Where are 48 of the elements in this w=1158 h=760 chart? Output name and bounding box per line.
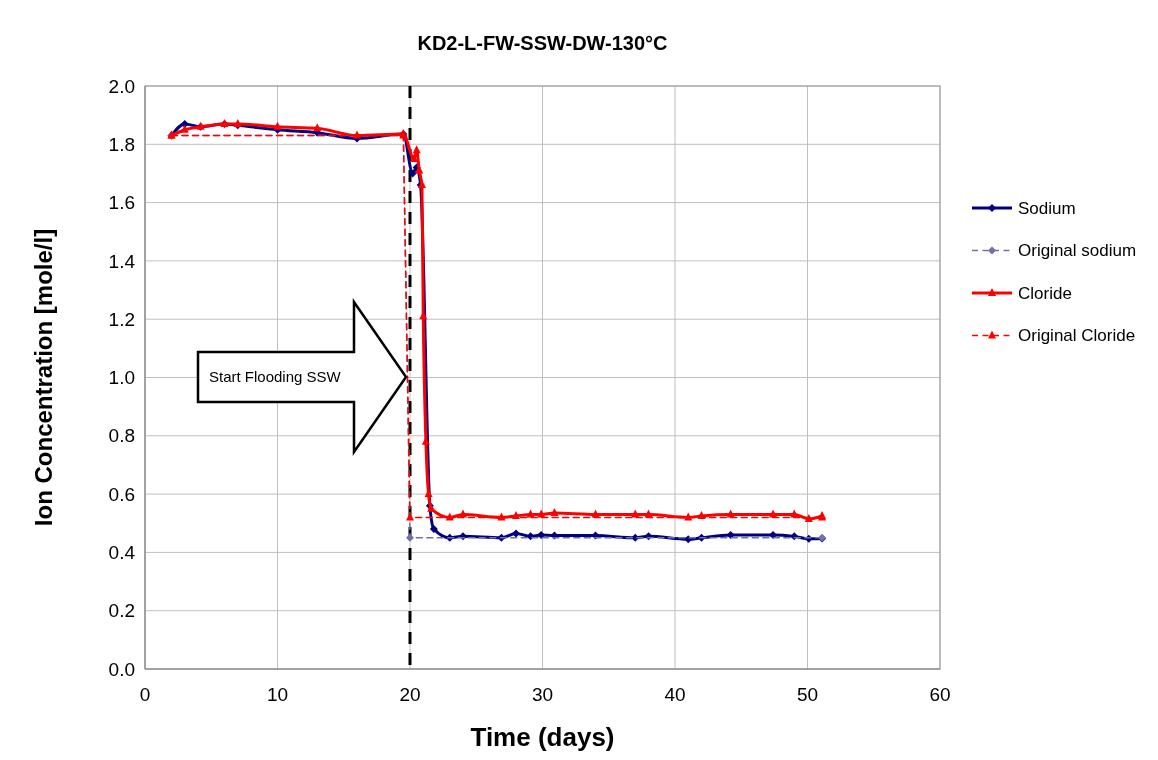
y-tick-label: 1.2 xyxy=(108,308,135,330)
annotation: Start Flooding SSW xyxy=(209,368,342,386)
point xyxy=(726,530,735,539)
y-tick-label: 1.6 xyxy=(108,192,135,214)
y-tick-label: 1.8 xyxy=(108,133,135,155)
legend-label: Original sodium xyxy=(1018,241,1137,261)
point xyxy=(512,529,520,538)
y-axis-title: Ion Concentration [mole/l] xyxy=(30,228,57,527)
point xyxy=(429,525,438,534)
chart-title: KD2-L-FW-SSW-DW-130°C xyxy=(417,32,668,54)
point xyxy=(644,509,653,518)
point xyxy=(537,509,546,518)
legend-label: Sodium xyxy=(1018,198,1076,218)
x-tick-label: 30 xyxy=(531,684,554,705)
y-tick-label: 0.4 xyxy=(108,542,136,564)
point xyxy=(550,508,559,517)
point xyxy=(790,509,799,518)
y-tick-label: 0.6 xyxy=(108,483,135,505)
x-tick-label: 40 xyxy=(664,684,686,705)
point xyxy=(273,121,282,130)
y-tick-label: 0.8 xyxy=(108,425,135,447)
x-axis-title: Time (days) xyxy=(470,722,615,752)
x-tick-label: 0 xyxy=(139,684,151,705)
point xyxy=(406,533,414,542)
x-tick-label: 10 xyxy=(266,684,289,705)
point xyxy=(406,512,414,521)
legend-label: Cloride xyxy=(1018,283,1072,303)
point xyxy=(424,489,433,498)
point xyxy=(526,509,535,518)
y-tick-label: 1.0 xyxy=(108,367,135,389)
point xyxy=(459,509,467,518)
point xyxy=(353,130,361,139)
y-tick-label: 0.0 xyxy=(108,658,135,680)
x-tick-label: 50 xyxy=(796,684,819,705)
point xyxy=(412,145,421,154)
y-tick-label: 1.4 xyxy=(108,250,136,272)
point xyxy=(631,509,640,518)
y-tick-label: 0.2 xyxy=(108,600,135,622)
y-tick-label: 2.0 xyxy=(108,75,135,97)
point xyxy=(769,509,778,518)
point xyxy=(726,509,735,518)
point xyxy=(180,124,189,133)
x-tick-label: 20 xyxy=(399,684,421,705)
legend-label: Original Cloride xyxy=(1018,326,1136,346)
point xyxy=(409,153,418,162)
x-tick-label: 60 xyxy=(929,684,951,705)
point xyxy=(591,509,600,518)
point xyxy=(408,169,417,178)
